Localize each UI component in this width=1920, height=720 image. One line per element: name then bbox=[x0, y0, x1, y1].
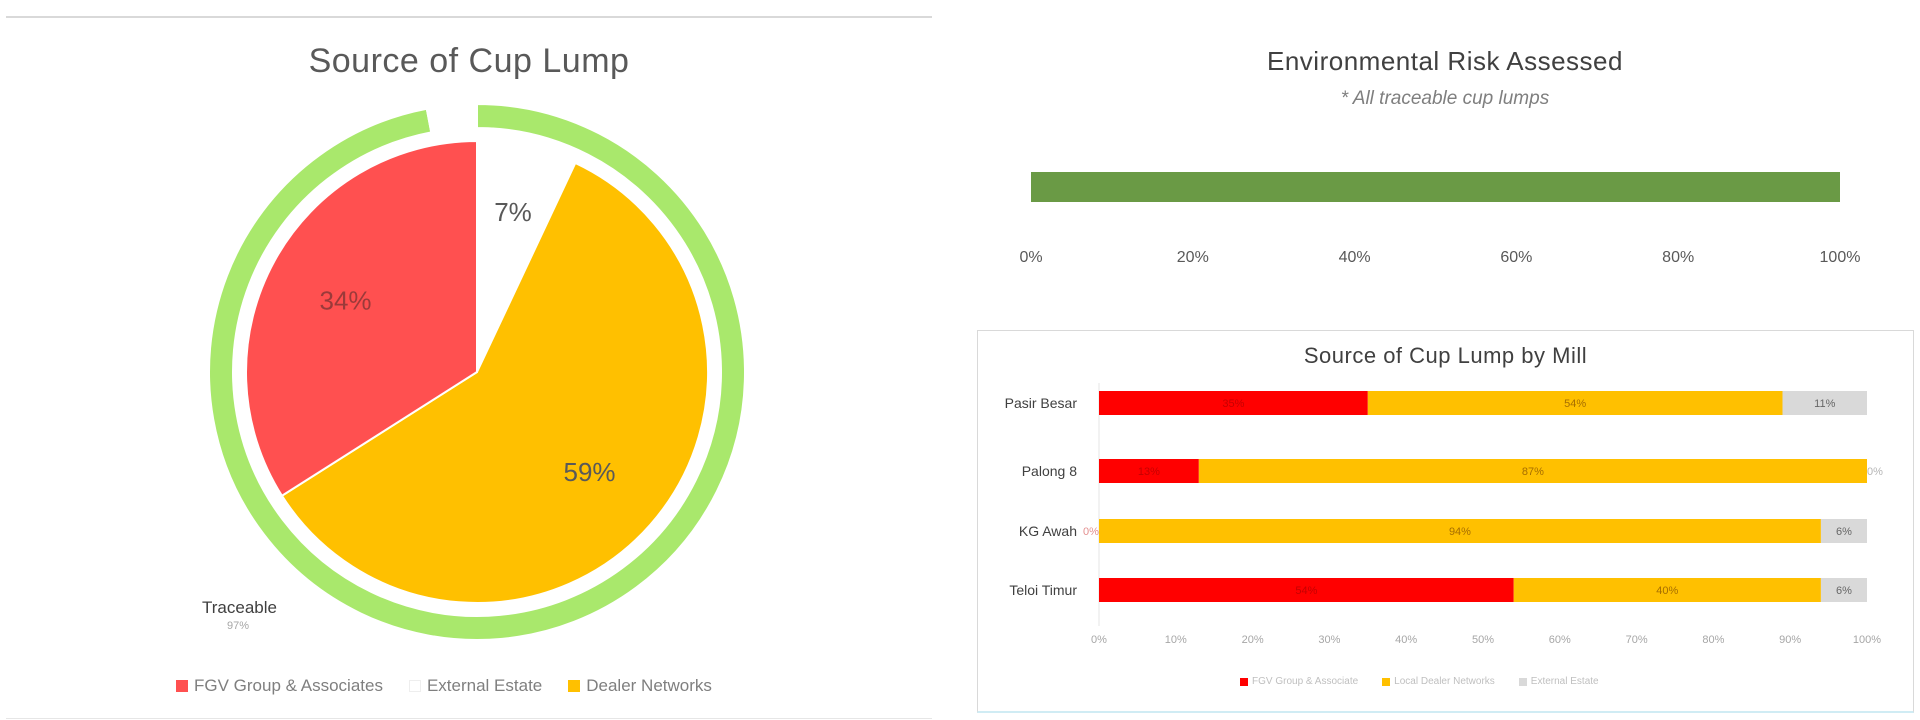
legend-label-external: External Estate bbox=[426, 676, 543, 695]
data-label-fgv-group-associate: 54% bbox=[1295, 585, 1317, 597]
by-mill-x-tick-label: 60% bbox=[1549, 634, 1571, 646]
bar-segment-local-dealer-networks bbox=[1367, 391, 1783, 415]
legend-label-dealer: Dealer Networks bbox=[586, 676, 712, 695]
by-mill-x-tick-label: 0% bbox=[1091, 634, 1107, 646]
by-mill-category-label: Pasir Besar bbox=[1005, 395, 1078, 411]
environmental-risk-panel: Environmental Risk Assessed * All tracea… bbox=[975, 20, 1915, 305]
data-label-local-dealer-networks: 87% bbox=[1522, 466, 1544, 478]
pie-data-label-dealer-networks: 59% bbox=[563, 457, 615, 487]
outer-ring-segment-other bbox=[425, 102, 478, 134]
data-label-fgv-group-associate: 35% bbox=[1222, 398, 1244, 410]
bar-segment-local-dealer-networks bbox=[1099, 519, 1821, 543]
pie-data-label-fgv-group-associates: 34% bbox=[320, 286, 372, 316]
bar-segment-external-estate bbox=[1820, 578, 1867, 602]
environmental-x-tick-label: 60% bbox=[1500, 249, 1532, 266]
pie-legend: FGV Group & Associates External Estate D… bbox=[176, 676, 738, 696]
data-label-fgv-group-associate: 0% bbox=[1083, 526, 1099, 538]
by-mill-x-tick-label: 40% bbox=[1395, 634, 1417, 646]
pie-slice-external-estate bbox=[476, 139, 577, 373]
by-mill-category-label: Teloi Timur bbox=[1009, 582, 1077, 598]
by-mill-chart-title: Source of Cup Lump by Mill bbox=[1303, 343, 1588, 368]
by-mill-x-tick-label: 70% bbox=[1626, 634, 1648, 646]
legend-swatch-fgv bbox=[176, 680, 188, 692]
bar-segment-fgv-group-associate bbox=[1099, 391, 1368, 415]
environmental-x-tick-label: 40% bbox=[1339, 249, 1371, 266]
by-mill-x-tick-label: 50% bbox=[1472, 634, 1494, 646]
outer-ring-segment-traceable bbox=[208, 102, 746, 641]
data-label-local-dealer-networks: 40% bbox=[1656, 585, 1678, 597]
data-label-external-estate: 0% bbox=[1867, 466, 1883, 478]
mill-legend-swatch-external bbox=[1518, 677, 1527, 686]
environmental-chart-title: Environmental Risk Assessed bbox=[1267, 46, 1623, 76]
by-mill-x-tick-label: 30% bbox=[1318, 634, 1340, 646]
traceable-value-label: 97% bbox=[227, 620, 249, 632]
environmental-x-tick-label: 20% bbox=[1177, 249, 1209, 266]
mill-legend-label-dealer: Local Dealer Networks bbox=[1394, 676, 1495, 687]
bar-segment-local-dealer-networks bbox=[1198, 459, 1867, 483]
source-cup-lump-panel: Source of Cup Lump 7% 59% 34% Traceable 97% … bbox=[6, 16, 932, 719]
by-mill-x-tick-label: 80% bbox=[1702, 634, 1724, 646]
environmental-chart-subtitle: * All traceable cup lumps bbox=[1340, 88, 1550, 109]
mill-legend-label-external: External Estate bbox=[1530, 676, 1599, 687]
bar-segment-external-estate bbox=[1820, 519, 1867, 543]
traceable-label: Traceable bbox=[202, 598, 277, 617]
pie-data-label-external-estate: 7% bbox=[494, 197, 532, 227]
mill-legend-item-external: External Estate bbox=[1518, 676, 1599, 687]
by-mill-legend: FGV Group & Associate Local Dealer Netwo… bbox=[1240, 676, 1623, 687]
by-mill-x-tick-label: 20% bbox=[1242, 634, 1264, 646]
legend-item-external: External Estate bbox=[408, 676, 543, 696]
legend-item-dealer: Dealer Networks bbox=[568, 676, 712, 696]
data-label-fgv-group-associate: 13% bbox=[1138, 466, 1160, 478]
data-label-external-estate: 11% bbox=[1814, 398, 1835, 410]
data-label-external-estate: 6% bbox=[1836, 526, 1852, 538]
bar-segment-fgv-group-associate bbox=[1099, 578, 1514, 602]
legend-item-fgv: FGV Group & Associates bbox=[176, 676, 383, 696]
mill-legend-item-fgv: FGV Group & Associate bbox=[1240, 676, 1358, 687]
data-label-external-estate: 6% bbox=[1836, 585, 1852, 597]
pie-slice-fgv-group-associates bbox=[245, 139, 478, 498]
environmental-bar-chart: 0% 20% 40% 60% 80% 100% bbox=[1019, 172, 1861, 266]
environmental-x-tick-label: 0% bbox=[1019, 249, 1042, 266]
bar-segment-external-estate bbox=[1782, 391, 1867, 415]
by-mill-x-tick-label: 10% bbox=[1165, 634, 1187, 646]
by-mill-stacked-bar-chart: Pasir Besar 35% 54% 11% Palong 8 13% 87% 0% KG A… bbox=[1005, 383, 1883, 646]
mill-legend-swatch-fgv bbox=[1240, 677, 1248, 686]
environmental-x-tick-label: 80% bbox=[1662, 249, 1694, 266]
legend-label-fgv: FGV Group & Associates bbox=[194, 676, 383, 695]
by-mill-category-label: Palong 8 bbox=[1022, 463, 1077, 479]
pie-slice-dealer-networks bbox=[280, 161, 709, 604]
bar-segment-local-dealer-networks bbox=[1513, 578, 1821, 602]
data-label-local-dealer-networks: 54% bbox=[1564, 398, 1586, 410]
pie-chart: 7% 59% 34% Traceable 97% bbox=[202, 102, 746, 641]
legend-swatch-external bbox=[408, 680, 421, 692]
by-mill-x-tick-label: 90% bbox=[1779, 634, 1801, 646]
environmental-bar bbox=[1031, 172, 1840, 202]
mill-legend-swatch-dealer bbox=[1382, 677, 1391, 686]
by-mill-x-tick-label: 100% bbox=[1853, 634, 1881, 646]
environmental-x-tick-label: 100% bbox=[1820, 249, 1861, 266]
data-label-local-dealer-networks: 94% bbox=[1449, 526, 1471, 538]
pie-chart-title: Source of Cup Lump bbox=[308, 42, 630, 80]
mill-legend-label-fgv: FGV Group & Associate bbox=[1252, 676, 1359, 687]
by-mill-category-label: KG Awah bbox=[1019, 523, 1077, 539]
mill-legend-item-dealer: Local Dealer Networks bbox=[1382, 676, 1495, 687]
bar-segment-fgv-group-associate bbox=[1099, 459, 1199, 483]
legend-swatch-dealer bbox=[568, 680, 581, 692]
by-mill-panel: Source of Cup Lump by Mill Pasir Besar 35… bbox=[977, 330, 1914, 713]
